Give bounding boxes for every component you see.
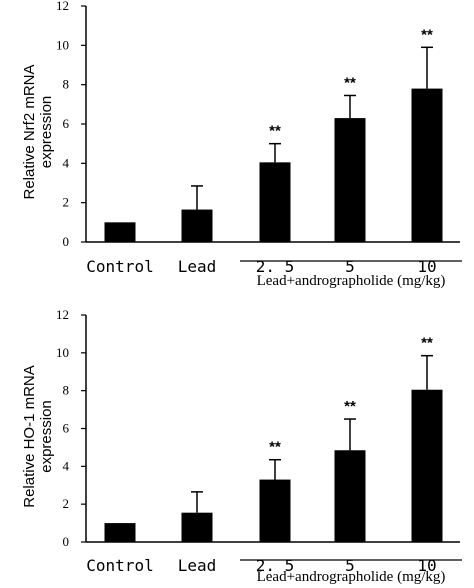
y-axis-label-line: Relative Nrf2 mRNA	[21, 64, 38, 199]
y-tick-label: 2	[63, 195, 70, 210]
y-axis-label: Relative HO-1 mRNAexpression	[21, 365, 55, 508]
x-tick-label: 2. 5	[256, 257, 295, 276]
x-tick-label: 2. 5	[256, 556, 295, 575]
y-tick-label: 8	[63, 77, 70, 92]
x-tick-label: 10	[417, 556, 436, 575]
bar	[334, 118, 366, 242]
x-tick-label: 5	[345, 257, 355, 276]
x-tick-label: Lead	[178, 257, 217, 276]
x-tick-label: 5	[345, 556, 355, 575]
significance-label: **	[269, 123, 281, 140]
y-tick-label: 10	[56, 345, 69, 360]
bar	[181, 512, 213, 542]
y-tick-label: 12	[56, 0, 69, 13]
bar	[334, 450, 366, 542]
significance-label: **	[344, 74, 356, 91]
y-tick-label: 6	[63, 116, 70, 131]
group-label: Lead+andrographolide (mg/kg)	[257, 273, 446, 289]
y-tick-label: 4	[63, 155, 70, 170]
x-tick-label: 10	[417, 257, 436, 276]
y-tick-label: 0	[63, 234, 70, 249]
y-axis-label-line: expression	[38, 96, 55, 169]
y-tick-label: 0	[63, 534, 70, 549]
significance-label: **	[421, 335, 433, 352]
x-tick-label: Control	[86, 257, 153, 276]
significance-label: **	[421, 26, 433, 43]
y-tick-label: 10	[56, 37, 69, 52]
bar	[104, 222, 136, 242]
significance-label: **	[269, 439, 281, 456]
y-axis-label-line: expression	[38, 400, 55, 473]
bar	[181, 209, 213, 242]
y-tick-label: 12	[56, 307, 69, 322]
x-tick-label: Lead	[178, 556, 217, 575]
group-label: Lead+andrographolide (mg/kg)	[257, 569, 446, 585]
y-axis-label: Relative Nrf2 mRNAexpression	[21, 64, 55, 199]
bar	[104, 523, 136, 542]
y-tick-label: 4	[63, 458, 70, 473]
y-tick-label: 6	[63, 421, 70, 436]
significance-label: **	[344, 398, 356, 415]
y-tick-label: 2	[63, 496, 70, 511]
chart-panel-2: 0 2 4 6 8 10 12 Relative HO-1 mRNAexpression Con…	[21, 307, 462, 585]
bar	[259, 479, 291, 542]
y-tick-label: 8	[63, 383, 70, 398]
bar	[411, 389, 443, 542]
x-tick-label: Control	[86, 556, 153, 575]
bar	[259, 162, 291, 242]
bar	[411, 88, 443, 242]
chart-panel-1: 0 2 4 6 8 10 12 Relative Nrf2 mRNAexpression Con…	[21, 0, 462, 289]
y-axis-label-line: Relative HO-1 mRNA	[21, 365, 38, 508]
